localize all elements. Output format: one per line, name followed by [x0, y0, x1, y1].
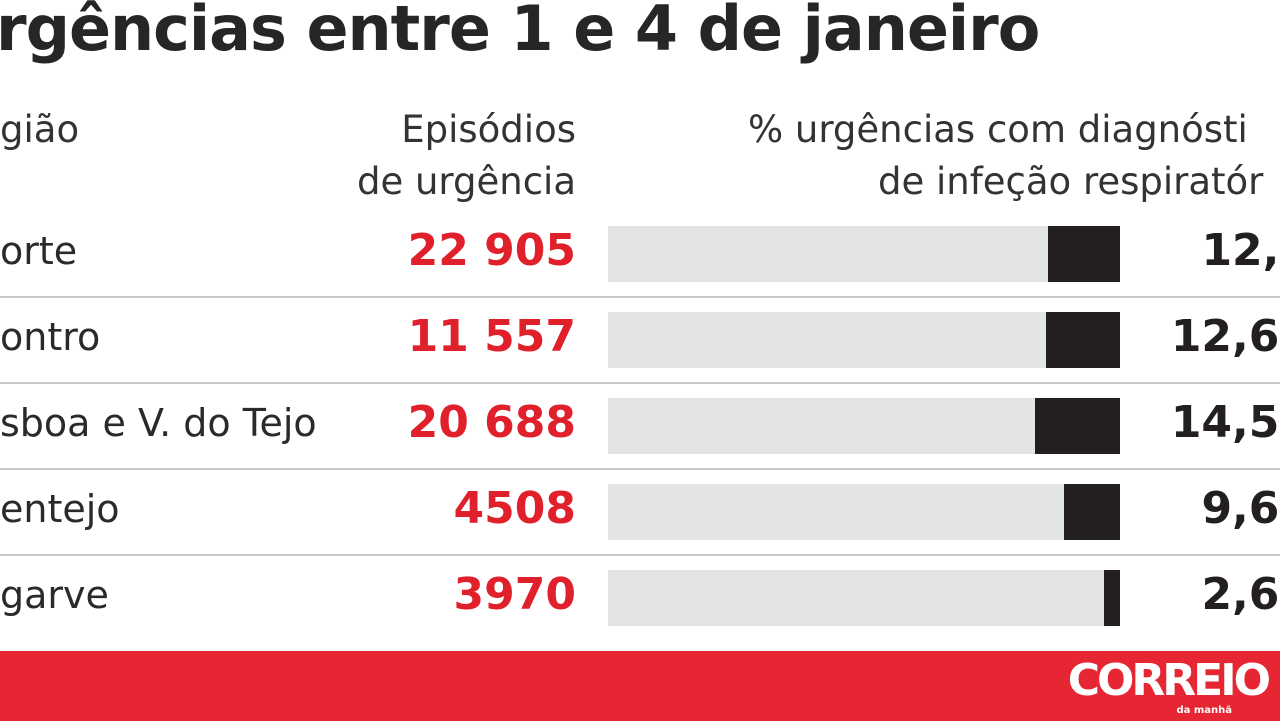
episodes-count: 22 905 [407, 225, 576, 276]
column-header-region: gião [0, 108, 80, 151]
header-line: % urgências com diagnósti [748, 108, 1248, 151]
correio-logo[interactable]: CORREIO [1067, 655, 1271, 706]
bar-track [608, 570, 1120, 626]
episodes-count: 11 557 [407, 311, 576, 362]
episodes-count: 3970 [453, 569, 576, 620]
header-line: de infeção respiratór [878, 160, 1264, 203]
row-divider [0, 468, 1280, 470]
episodes-count: 4508 [453, 483, 576, 534]
column-header-episodes: Episódios de urgência [357, 104, 576, 208]
bar-track [608, 226, 1120, 282]
brand-banner: CORREIO da manhã [0, 651, 1280, 721]
table-row: orte 22 905 12,4 [0, 212, 1280, 298]
bar-fill [1035, 398, 1120, 454]
bar-track [608, 484, 1120, 540]
bar-track [608, 312, 1120, 368]
region-name: sboa e V. do Tejo [0, 401, 317, 445]
pct-value: 2,67 [1201, 569, 1280, 620]
bar-fill [1104, 570, 1120, 626]
table-row: garve 3970 2,67 [0, 556, 1280, 642]
chart-title: rgências entre 1 e 4 de janeiro [0, 0, 1040, 65]
row-divider [0, 554, 1280, 556]
pct-value: 12,67 [1170, 311, 1280, 362]
episodes-count: 20 688 [407, 397, 576, 448]
pct-value: 9,61 [1201, 483, 1280, 534]
bar-track [608, 398, 1120, 454]
pct-value: 14,53 [1170, 397, 1280, 448]
pct-value: 12,4 [1201, 225, 1280, 276]
table-row: sboa e V. do Tejo 20 688 14,53 [0, 384, 1280, 470]
table-row: ontro 11 557 12,67 [0, 298, 1280, 384]
region-name: garve [0, 573, 109, 617]
bar-fill [1064, 484, 1120, 540]
region-name: ontro [0, 315, 101, 359]
region-name: orte [0, 229, 78, 273]
table-row: entejo 4508 9,61 [0, 470, 1280, 556]
correio-logo-sub: da manhã [1176, 705, 1232, 716]
column-header-pct: % urgências com diagnósti de infeção res… [748, 104, 1263, 208]
header-line: de urgência [356, 160, 576, 203]
bar-fill [1046, 312, 1120, 368]
row-divider [0, 382, 1280, 384]
header-line: Episódios [401, 108, 576, 151]
region-name: entejo [0, 487, 120, 531]
bar-fill [1047, 226, 1120, 282]
row-divider [0, 296, 1280, 298]
